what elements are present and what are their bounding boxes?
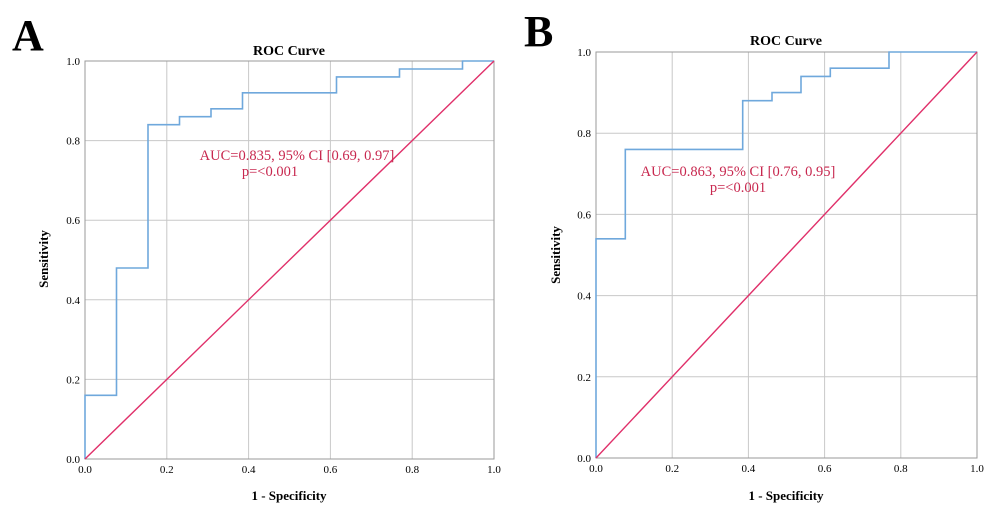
tick-labels: 0.0 0.2 0.4 0.6 0.8 1.0 0.0 0.2 0.4 0.6 0.8 1.0 xyxy=(577,47,984,475)
chart-title: ROC Curve xyxy=(253,44,325,59)
plot-area xyxy=(595,51,978,459)
roc-curve-line xyxy=(84,60,494,459)
y-tick-label: 0.8 xyxy=(577,128,591,140)
y-tick-label: 1.0 xyxy=(66,56,80,68)
x-tick-label: 0.6 xyxy=(324,464,338,476)
x-tick-label: 0.2 xyxy=(160,464,174,476)
chart-title: ROC Curve xyxy=(750,34,822,49)
x-tick-label: 0.4 xyxy=(742,463,756,475)
auc-annotation: AUC=0.835, 95% CI [0.69, 0.97] xyxy=(200,148,395,164)
roc-curve-line xyxy=(595,51,977,458)
p-value-annotation: p=<0.001 xyxy=(242,164,298,180)
p-value-annotation: p=<0.001 xyxy=(710,180,766,196)
y-tick-label: 0.0 xyxy=(66,454,80,466)
y-tick-label: 0.6 xyxy=(66,215,80,227)
y-tick-label: 0.6 xyxy=(577,209,591,221)
x-axis-label: 1 - Specificity xyxy=(251,488,327,503)
y-tick-label: 0.8 xyxy=(66,136,80,148)
x-tick-label: 0.8 xyxy=(894,463,908,475)
auc-annotation: AUC=0.863, 95% CI [0.76, 0.95] xyxy=(641,164,836,180)
annotation: AUC=0.863, 95% CI [0.76, 0.95] p=<0.001 xyxy=(641,164,836,196)
x-tick-label: 0.8 xyxy=(405,464,419,476)
x-tick-label: 0.6 xyxy=(818,463,832,475)
y-tick-label: 0.2 xyxy=(66,374,80,386)
reference-diagonal-line xyxy=(84,60,495,460)
x-tick-label: 1.0 xyxy=(970,463,984,475)
x-tick-label: 0.0 xyxy=(589,463,603,475)
annotation: AUC=0.835, 95% CI [0.69, 0.97] p=<0.001 xyxy=(200,148,395,180)
y-tick-label: 1.0 xyxy=(577,47,591,59)
x-tick-label: 0.0 xyxy=(78,464,92,476)
tick-labels: 0.0 0.2 0.4 0.6 0.8 1.0 0.0 0.2 0.4 0.6 0.8 1.0 xyxy=(66,56,501,476)
x-tick-label: 0.2 xyxy=(665,463,679,475)
panel-b: B ROC Curve 0.0 0.2 0.4 0.6 0.8 1.00.00.20.40… xyxy=(524,7,984,503)
y-axis-label: Sensitivity xyxy=(548,226,563,284)
y-tick-label: 0.2 xyxy=(577,372,591,384)
y-tick-label: 0.0 xyxy=(577,453,591,465)
x-tick-label: 0.4 xyxy=(242,464,256,476)
x-axis-label: 1 - Specificity xyxy=(748,488,824,503)
y-tick-label: 0.4 xyxy=(66,295,80,307)
plot-area xyxy=(84,60,495,460)
y-axis-label: Sensitivity xyxy=(36,230,51,288)
panel-letter: A xyxy=(12,11,44,60)
panel-letter: B xyxy=(524,7,553,56)
reference-diagonal-line xyxy=(595,51,978,459)
panel-a: A ROC Curve 0.0 0.2 0.4 0.6 0.8 1.00.00.20.40… xyxy=(12,11,501,503)
y-tick-label: 0.4 xyxy=(577,291,591,303)
x-tick-label: 1.0 xyxy=(487,464,501,476)
plot-frame xyxy=(84,60,495,460)
